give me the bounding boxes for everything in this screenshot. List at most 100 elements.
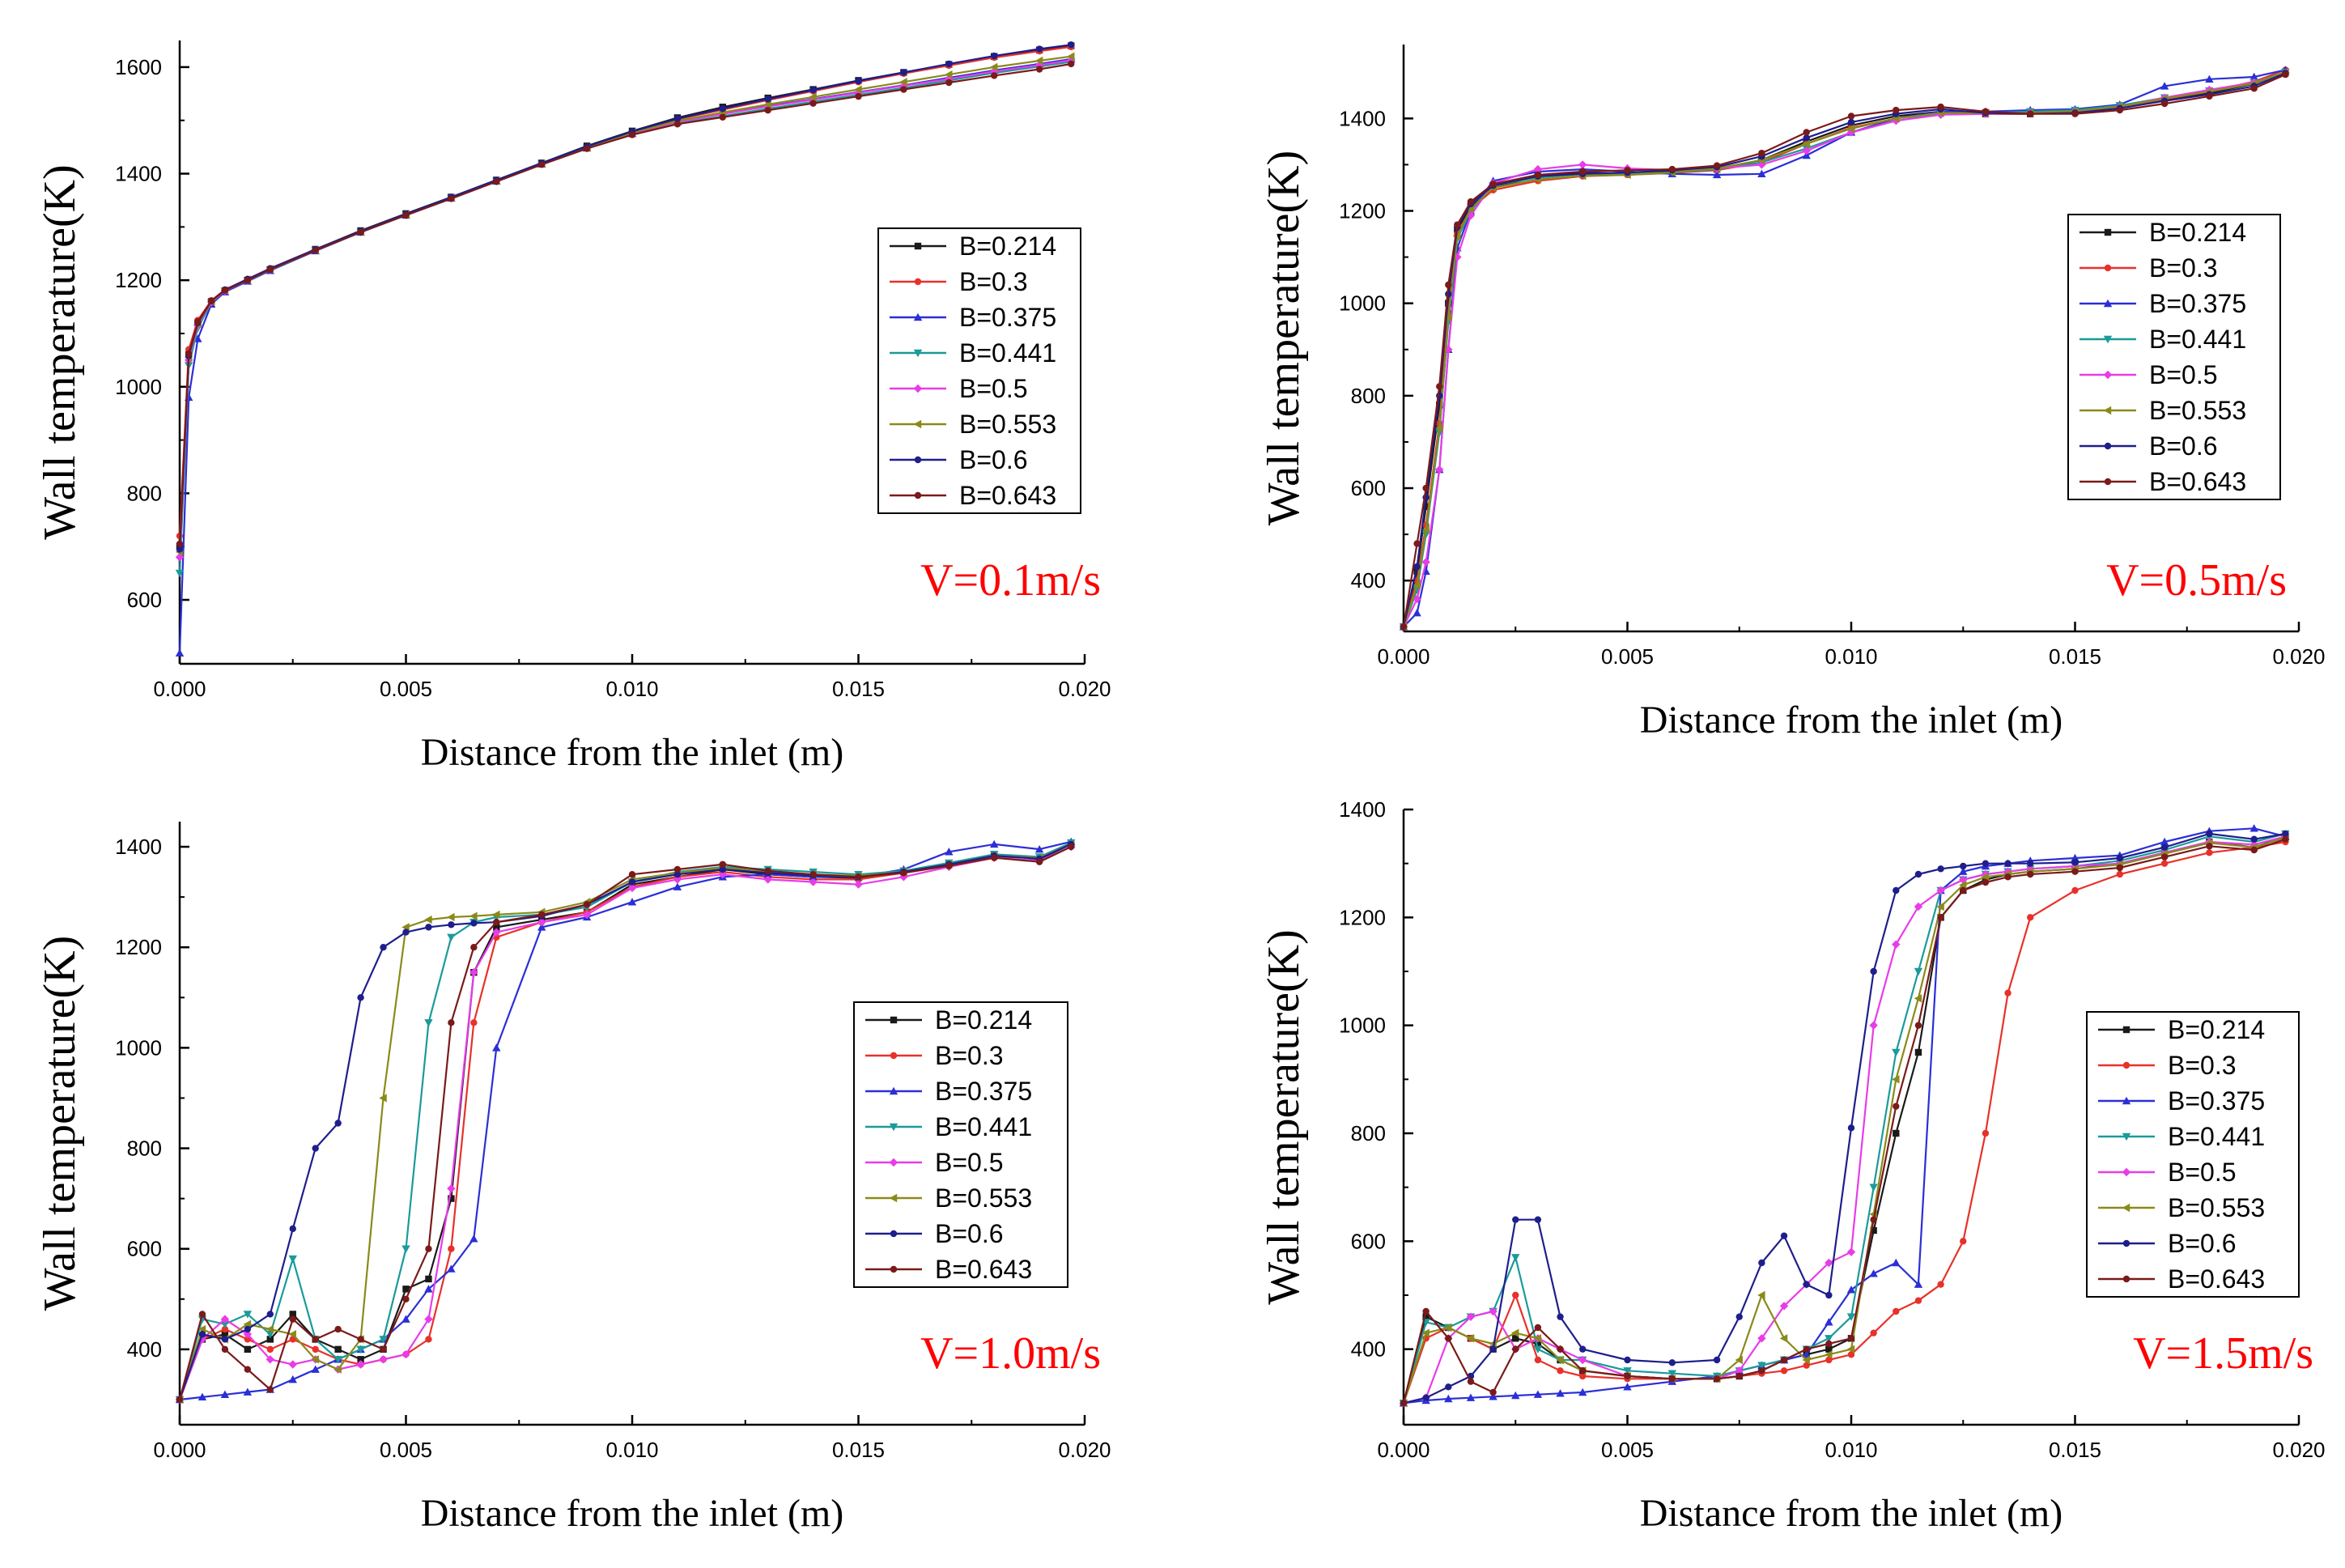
data-point <box>1758 1259 1765 1267</box>
data-point <box>1847 118 1855 126</box>
x-tick-label: 0.000 <box>1377 644 1430 669</box>
data-point <box>1445 281 1452 289</box>
data-point <box>1914 1280 1923 1288</box>
data-point <box>764 867 771 875</box>
data-point <box>266 1345 274 1353</box>
data-point <box>1893 106 1900 114</box>
data-point <box>266 1324 274 1334</box>
legend-swatch-marker <box>2122 1132 2131 1141</box>
data-point <box>1511 1391 1520 1400</box>
data-point <box>945 79 953 87</box>
data-point <box>1869 1269 1878 1277</box>
data-point <box>1035 45 1043 53</box>
data-point <box>221 1336 229 1343</box>
chart-panel-v01: 0.000 0.005 0.010 0.015 0.020 600 800 1000 1200 1… <box>35 40 1111 774</box>
y-tick-label: 1000 <box>1339 291 1386 316</box>
data-point <box>469 968 478 977</box>
chart-panel-v15: 0.000 0.005 0.010 0.015 0.020 400 600 800 1000 12… <box>1259 797 2326 1535</box>
data-point <box>447 1264 456 1273</box>
data-point <box>1466 1393 1476 1401</box>
data-point <box>1533 1334 1542 1343</box>
data-point <box>1713 1356 1721 1364</box>
legend-swatch-marker <box>914 491 922 499</box>
data-point <box>945 60 953 68</box>
data-point <box>991 854 998 861</box>
data-point <box>1825 1356 1833 1364</box>
data-point <box>425 1336 432 1343</box>
data-point <box>1735 1366 1744 1375</box>
legend-swatch-marker <box>890 1016 898 1024</box>
data-point <box>719 865 726 873</box>
data-point <box>312 247 319 254</box>
data-point <box>2206 92 2213 100</box>
data-point <box>1914 967 1923 976</box>
data-point <box>469 911 478 920</box>
y-tick-label: 1400 <box>115 162 162 186</box>
data-point <box>469 1234 478 1243</box>
y-tick-label: 800 <box>1351 1121 1386 1145</box>
data-point <box>175 553 185 562</box>
data-point <box>2116 864 2123 872</box>
data-point <box>221 1331 229 1338</box>
legend-label: B=0.6 <box>959 445 1028 474</box>
y-tick-label: 1200 <box>1339 199 1386 223</box>
legend-label: B=0.5 <box>2168 1158 2237 1187</box>
data-point <box>1937 914 1944 921</box>
series-line <box>1403 827 2286 1404</box>
data-point <box>673 865 682 873</box>
data-point <box>448 921 455 928</box>
data-point <box>1758 149 1765 157</box>
data-point <box>1825 1258 1833 1268</box>
data-point <box>1779 1334 1788 1343</box>
data-point <box>1436 402 1443 409</box>
legend-label: B=0.214 <box>959 232 1056 261</box>
data-point <box>470 944 478 951</box>
data-point <box>266 1331 274 1339</box>
data-point <box>2282 835 2289 843</box>
data-point <box>2282 830 2289 838</box>
data-point <box>990 66 999 76</box>
data-point <box>402 211 410 219</box>
legend-swatch-marker <box>890 1052 898 1060</box>
data-point <box>1757 160 1766 169</box>
y-tick-label: 1200 <box>1339 905 1386 929</box>
data-point <box>244 1345 252 1353</box>
data-point <box>1825 1345 1833 1353</box>
data-point <box>312 1345 319 1353</box>
y-tick-label: 1400 <box>1339 797 1386 822</box>
data-point <box>1444 1394 1453 1403</box>
data-point <box>288 1360 297 1369</box>
data-point <box>1869 1183 1878 1192</box>
data-point <box>1780 1356 1788 1364</box>
data-point <box>1454 221 1461 228</box>
data-point <box>1735 1313 1743 1320</box>
series-B-0_643 <box>176 60 1075 548</box>
data-point <box>1557 1367 1564 1375</box>
legend-swatch-marker <box>2103 370 2113 380</box>
data-point <box>175 569 185 578</box>
legend-swatch-marker <box>2103 299 2113 308</box>
y-tick-label: 600 <box>1351 1229 1386 1253</box>
legend-label: B=0.553 <box>2168 1193 2265 1222</box>
data-point <box>1803 134 1810 142</box>
data-point <box>2027 914 2034 921</box>
data-point <box>1847 1335 1855 1342</box>
data-point <box>854 880 863 889</box>
data-point <box>1512 1291 1519 1299</box>
legend-label: B=0.5 <box>935 1148 1004 1177</box>
data-point <box>1803 1362 1810 1369</box>
x-tick-label: 0.005 <box>380 1438 432 1462</box>
data-point <box>1068 60 1075 68</box>
data-point <box>447 1184 456 1193</box>
data-point <box>1735 1372 1743 1380</box>
data-point <box>1757 1334 1766 1343</box>
data-point <box>718 869 727 879</box>
data-point <box>1893 1307 1900 1315</box>
data-point <box>1892 1075 1900 1084</box>
data-point <box>1959 881 1967 890</box>
chart-panel-v10: 0.000 0.005 0.010 0.015 0.020 400 600 800 1000 12… <box>35 822 1111 1535</box>
legend-label: B=0.375 <box>959 303 1056 332</box>
data-point <box>1421 1328 1430 1337</box>
data-point <box>288 1375 297 1383</box>
legend-swatch-marker <box>2104 228 2112 236</box>
